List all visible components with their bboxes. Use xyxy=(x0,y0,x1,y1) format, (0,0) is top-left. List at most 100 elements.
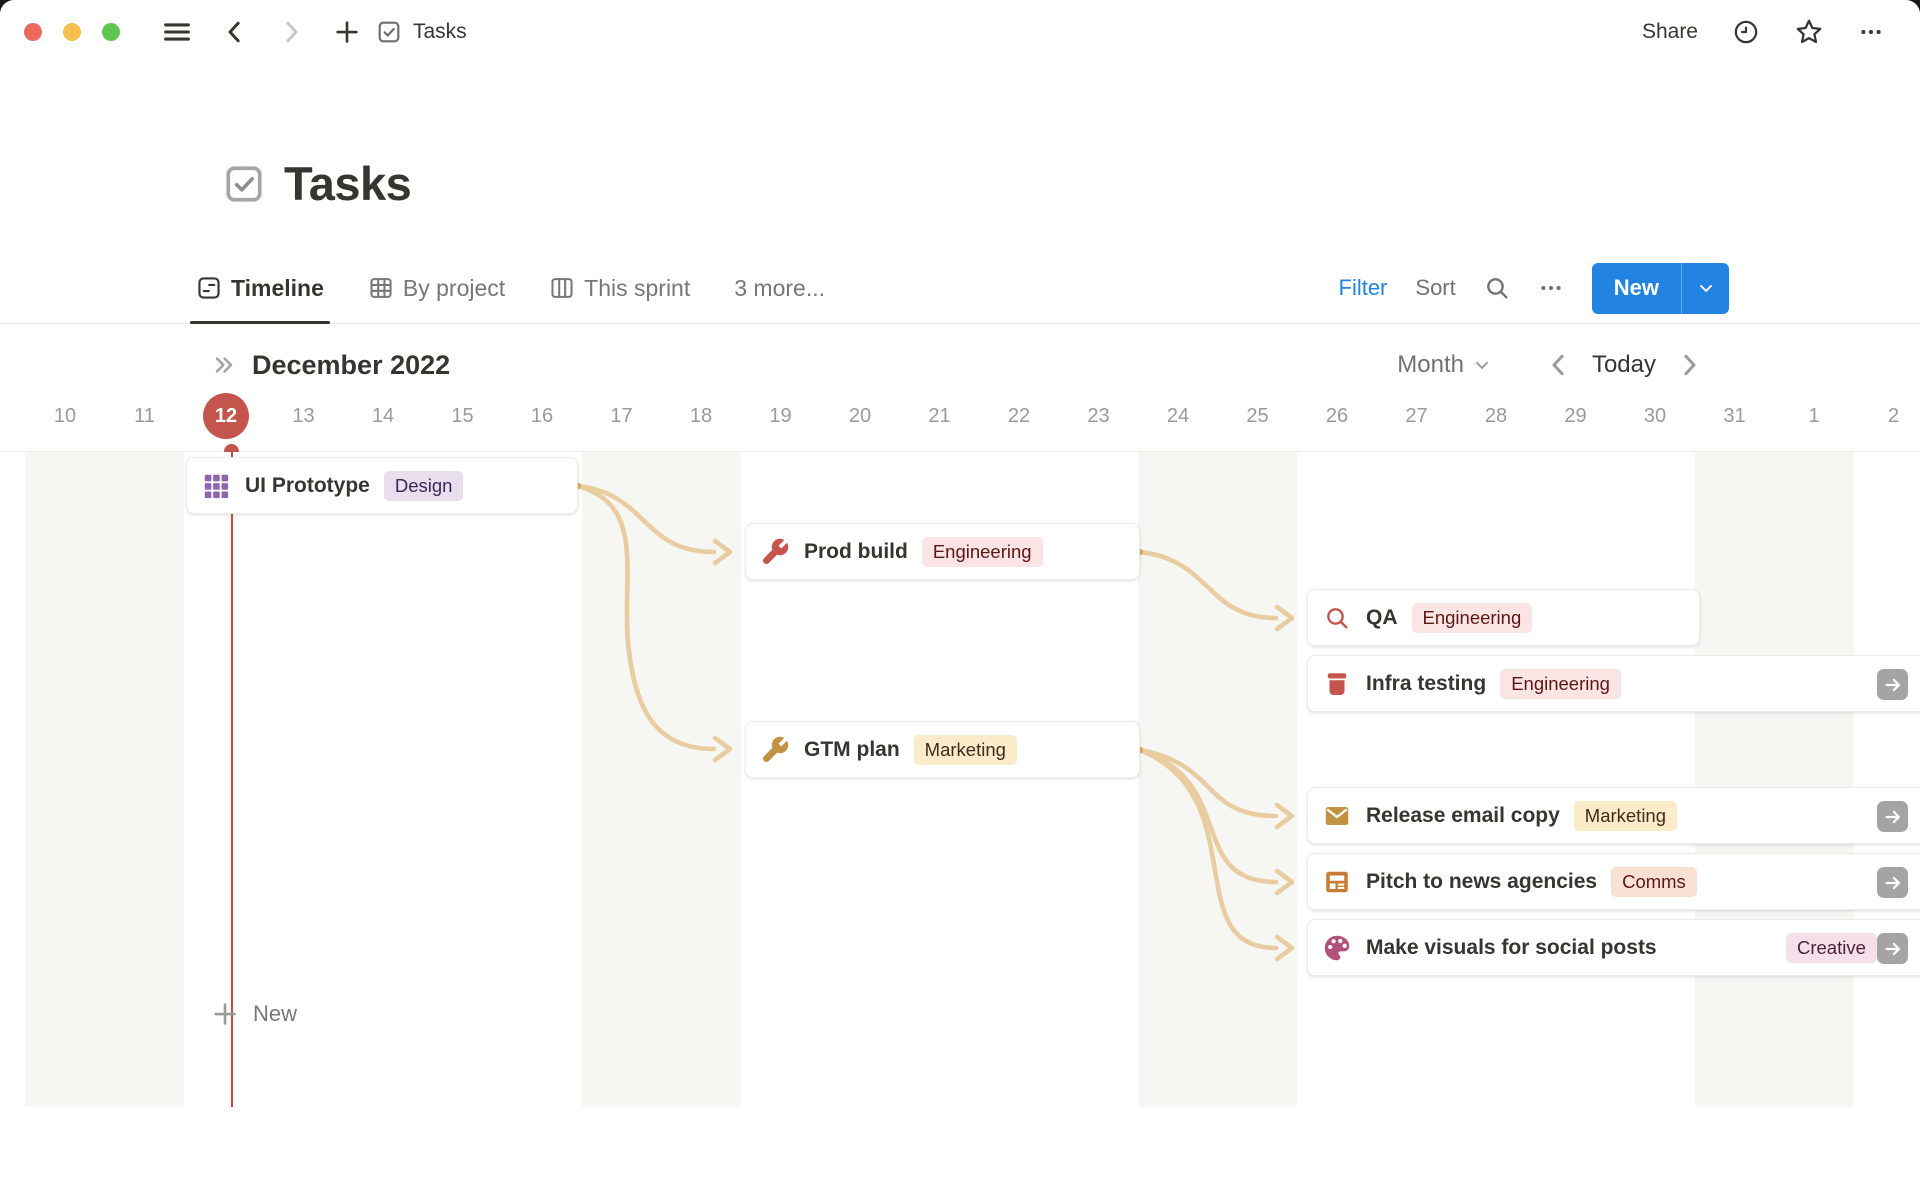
today-line xyxy=(231,452,233,1107)
more-views-button[interactable]: 3 more... xyxy=(734,274,826,301)
maximize-window-button[interactable] xyxy=(102,23,120,41)
tab-timeline[interactable]: Timeline xyxy=(190,253,330,324)
day-label: 11 xyxy=(134,405,155,427)
day-label: 16 xyxy=(530,405,554,427)
day-label: 17 xyxy=(610,405,633,427)
view-options-icon[interactable] xyxy=(1538,275,1564,301)
timeline-days-row: 10 11 12 13 14 15 16 17 18 19 20 21 22 23 24 25 26 27 28 29… xyxy=(0,391,1920,441)
day-label: 26 xyxy=(1325,405,1349,427)
task-tag-design: Design xyxy=(383,470,464,501)
collapse-double-chevron-icon[interactable] xyxy=(210,351,238,379)
day-label: 22 xyxy=(1007,405,1031,427)
scroll-to-card-arrow-button[interactable] xyxy=(1877,801,1908,832)
weekend-band xyxy=(1138,452,1298,1107)
forward-button xyxy=(276,17,306,47)
task-card-gtm-plan[interactable]: GTM plan Marketing xyxy=(745,721,1140,778)
window-titlebar: Tasks Share xyxy=(0,0,1920,64)
close-window-button[interactable] xyxy=(24,23,42,41)
day-label: 31 xyxy=(1723,405,1746,427)
grid-icon xyxy=(201,471,231,501)
more-options-icon[interactable] xyxy=(1858,19,1884,45)
task-card-ui-prototype[interactable]: UI Prototype Design xyxy=(186,457,578,514)
new-row-label: New xyxy=(253,1000,298,1026)
scroll-to-card-arrow-button[interactable] xyxy=(1877,933,1908,964)
breadcrumb-doc-title[interactable]: Tasks xyxy=(413,20,467,43)
book-icon xyxy=(1322,669,1352,699)
today-button[interactable]: Today xyxy=(1591,351,1656,378)
task-card-release-email-copy[interactable]: Release email copy Marketing xyxy=(1307,787,1920,844)
task-title: Make visuals for social posts xyxy=(1366,935,1657,959)
search-icon xyxy=(1322,603,1352,633)
task-tag-engineering: Engineering xyxy=(1500,668,1621,699)
timeline-zoom-label: Month xyxy=(1397,351,1464,378)
checkbox-doc-icon xyxy=(376,19,402,45)
traffic-lights xyxy=(24,23,120,41)
task-card-qa[interactable]: QA Engineering xyxy=(1307,589,1700,646)
task-title: Release email copy xyxy=(1366,803,1560,827)
next-period-button[interactable] xyxy=(1674,350,1704,380)
task-tag-marketing: Marketing xyxy=(1573,800,1678,831)
task-card-infra-testing[interactable]: Infra testing Engineering xyxy=(1307,655,1920,712)
timeline-header: December 2022 Month Today 10 11 12 13 14 15 16… xyxy=(0,325,1920,459)
new-task-button[interactable]: New xyxy=(1591,262,1729,314)
task-tag-marketing: Marketing xyxy=(913,734,1017,765)
day-label: 23 xyxy=(1087,405,1110,427)
task-card-pitch-to-news-agencies[interactable]: Pitch to news agencies Comms xyxy=(1307,853,1920,910)
day-label: 1 xyxy=(1808,405,1820,427)
back-button[interactable] xyxy=(220,17,250,47)
news-icon xyxy=(1322,867,1352,897)
day-label: 25 xyxy=(1246,405,1269,427)
view-tabs: Timeline By project This sprint 3 more... xyxy=(190,253,826,324)
previous-period-button[interactable] xyxy=(1544,350,1574,380)
day-label: 30 xyxy=(1643,405,1667,427)
tab-by-project[interactable]: By project xyxy=(368,253,505,323)
table-icon xyxy=(368,275,394,301)
palette-icon xyxy=(1322,933,1352,963)
sidebar-menu-icon[interactable] xyxy=(160,15,194,49)
weekend-band xyxy=(581,452,741,1107)
sort-button[interactable]: Sort xyxy=(1415,275,1456,300)
minimize-window-button[interactable] xyxy=(63,23,81,41)
new-task-label[interactable]: New xyxy=(1613,275,1659,300)
task-card-make-visuals-for-social-posts[interactable]: Make visuals for social posts Creative xyxy=(1307,919,1920,976)
scroll-to-card-arrow-button[interactable] xyxy=(1877,669,1908,700)
page-checkbox-icon xyxy=(222,162,266,206)
day-label: 2 xyxy=(1887,405,1900,427)
task-title: Prod build xyxy=(804,539,908,563)
page-title: Tasks xyxy=(284,157,412,210)
day-label: 29 xyxy=(1564,405,1587,427)
new-button-divider xyxy=(1681,262,1682,314)
tab-this-sprint[interactable]: This sprint xyxy=(549,253,690,323)
new-task-chevron-down-icon[interactable] xyxy=(1682,263,1729,314)
updates-clock-icon[interactable] xyxy=(1732,18,1760,46)
timeline-month-title: December 2022 xyxy=(252,349,451,380)
day-label: 21 xyxy=(928,405,951,427)
task-tag-comms: Comms xyxy=(1611,866,1697,897)
mail-icon xyxy=(1322,801,1352,831)
task-title: QA xyxy=(1366,605,1398,629)
day-label: 13 xyxy=(292,405,315,427)
share-button[interactable]: Share xyxy=(1641,20,1698,43)
favorite-star-icon[interactable] xyxy=(1794,17,1824,47)
task-title: Pitch to news agencies xyxy=(1366,869,1598,893)
day-label: 19 xyxy=(769,405,792,427)
view-tabbar: Timeline By project This sprint 3 more... F… xyxy=(0,253,1920,324)
day-label: 14 xyxy=(371,405,395,427)
day-label: 18 xyxy=(689,405,713,427)
weekend-band xyxy=(1694,452,1854,1107)
wrench-icon xyxy=(760,735,790,765)
new-task-row-button[interactable]: New xyxy=(210,985,297,1042)
filter-button[interactable]: Filter xyxy=(1338,275,1388,300)
timeline-icon xyxy=(196,275,222,301)
new-page-button[interactable] xyxy=(332,17,362,47)
scroll-to-card-arrow-button[interactable] xyxy=(1877,867,1908,898)
day-label: 15 xyxy=(451,405,474,427)
day-label: 20 xyxy=(848,405,872,427)
task-card-prod-build[interactable]: Prod build Engineering xyxy=(745,523,1140,580)
tab-label: This sprint xyxy=(584,274,691,301)
search-icon[interactable] xyxy=(1484,275,1510,301)
timeline-canvas: UI Prototype Design Prod build Engineering Q… xyxy=(0,452,1920,1107)
timeline-zoom-select[interactable]: Month xyxy=(1397,351,1492,379)
task-tag-engineering: Engineering xyxy=(921,536,1043,567)
